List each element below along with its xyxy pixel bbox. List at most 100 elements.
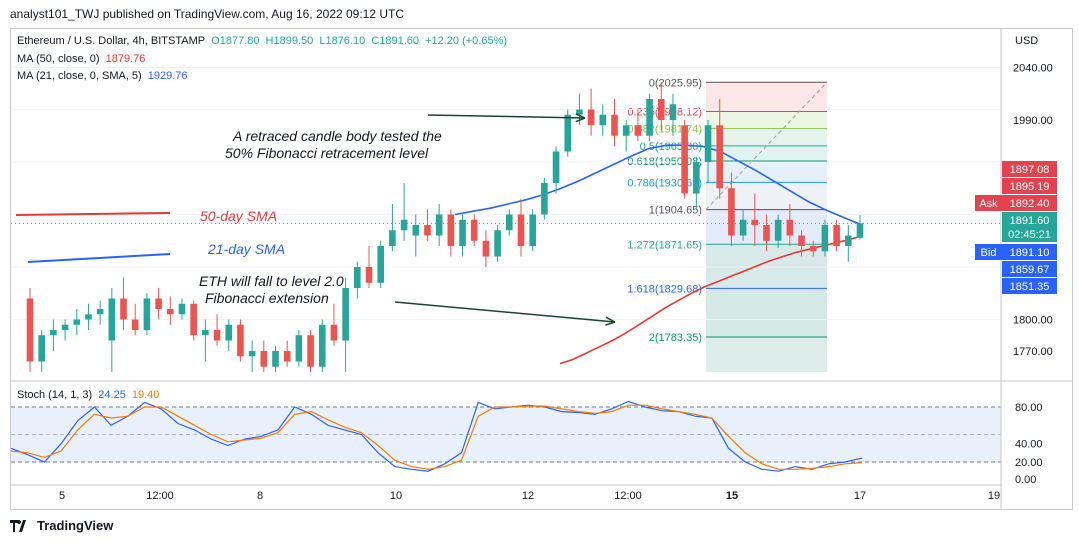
stoch-tick: 0.00 [1015,474,1036,486]
time-label: 15 [726,490,738,502]
candle-body [96,309,104,315]
retrace-arrow [427,114,586,119]
ma21-legend: MA (21, close, 0, SMA, 5) 1929.76 [17,70,191,82]
fall-arrow-head [605,316,616,326]
candle-body [459,219,466,246]
candle-body [50,330,57,336]
time-label: 10 [390,490,402,502]
fib-level-label: 2(1783.35) [649,332,702,344]
candle-body [447,214,455,246]
candle-body [38,335,45,362]
ma50-value: 1879.76 [105,53,146,65]
ma21-value: 1929.76 [147,70,188,82]
high-value: H1899.50 [265,35,314,47]
fib-level-label: 1.618(1829.68) [627,283,702,295]
fib-zone [706,111,827,129]
candle-body [529,214,536,246]
candle-body [85,314,92,320]
candle-body [202,330,209,336]
time-label: 12:00 [614,490,642,502]
fall-note-line2: Fibonacci extension [205,290,329,306]
candle-body [283,351,291,362]
candle-body [845,235,852,246]
price-tick: 2040.00 [1013,63,1053,75]
candle-body [225,324,233,341]
currency-label: USD [1015,35,1038,47]
retrace-arrow-head [575,113,586,123]
stoch-tick: 40.00 [1015,439,1043,451]
stoch-tick: 80.00 [1015,402,1043,414]
candle-body [634,125,642,136]
price-tag-bg [1002,226,1057,242]
candle-body [564,114,572,152]
candle-body [611,114,618,136]
grid-lines [11,67,1001,320]
candle-body [798,235,805,246]
fibonacci-tool[interactable]: 0(2025.95)0.236(1998.12)0.382(1981.74)0.… [627,77,828,372]
time-label: 17 [854,490,866,502]
price-tag: 1851.35 [1010,281,1050,293]
candle-body [716,125,724,189]
price-tag: 1891.60 [1010,215,1050,227]
candle-body [774,219,782,241]
stoch-k-value: 24.25 [98,389,126,401]
fib-trend-line [705,81,828,210]
candle-body [389,230,396,246]
price-tag: 1891.10 [1010,247,1050,259]
candle-body [728,188,735,236]
tradingview-logo-icon [10,519,26,532]
candle-body [505,214,513,231]
price-tag: 1895.19 [1010,181,1050,193]
price-tag: 02:45:21 [1008,229,1051,241]
price-tag-bg [1002,261,1057,277]
ma50-legend: MA (50, close, 0) 1879.76 [17,53,148,65]
price-tag-bg [1002,278,1057,294]
time-label: 12 [522,490,534,502]
fib-zone [706,244,827,372]
price-tag: 1859.67 [1010,264,1050,276]
candle-body [330,324,338,341]
publish-line: analyst101_TWJ published on TradingView.… [10,7,405,21]
price-tag: 1892.40 [1010,198,1050,210]
candle-body [587,109,595,126]
candle-body [166,309,174,315]
axes: USD 2040.00 1990.00 1800.00 1770.00 1897.08 18… [11,29,1072,509]
ma21-line [454,144,863,226]
candle-body [576,109,583,115]
candle-body [178,303,186,315]
candle-body [318,324,326,367]
symbol-label: Ethereum / U.S. Dollar, 4h, BITSTAMP [17,35,206,47]
time-label: 19 [988,490,1000,502]
ma50-label: MA (50, close, 0) [17,53,100,65]
fall-note-line1: ETH will fall to level 2.0 [199,273,344,289]
retrace-note-line1: A retraced candle body tested the [232,128,442,144]
ask-tag-bg [975,195,1002,211]
stoch-legend: Stoch (14, 1, 3) 24.25 19.40 [17,389,162,401]
fib-level-label: 0.236(1998.12) [627,106,702,118]
candle-body [763,225,770,241]
stoch-d-value: 19.40 [131,389,160,401]
candle-body [412,225,420,236]
brand-name: TradingView [37,518,114,533]
candle-body [155,298,162,309]
bid-tag-bg [975,244,1002,260]
candle-body [470,219,478,241]
fib-level-label: 0.786(1930.61) [627,177,702,189]
candle-body [61,324,69,330]
candle-body [295,335,303,362]
bid-label: Bid [981,247,997,259]
sma21-note: 21-day SMA [207,241,285,257]
candle-body [622,125,630,136]
candle-body [237,324,244,357]
candle-body [120,298,127,320]
open-value: O1877.80 [211,35,260,47]
price-tag: 1897.08 [1010,164,1050,176]
candles [26,82,864,372]
tradingview-footer[interactable]: TradingView [10,518,113,533]
ma21-label: MA (21, close, 0, SMA, 5) [17,70,142,82]
fib-level-label: 1(1904.65) [649,205,702,217]
candle-body [435,214,443,236]
candle-body [482,240,490,257]
